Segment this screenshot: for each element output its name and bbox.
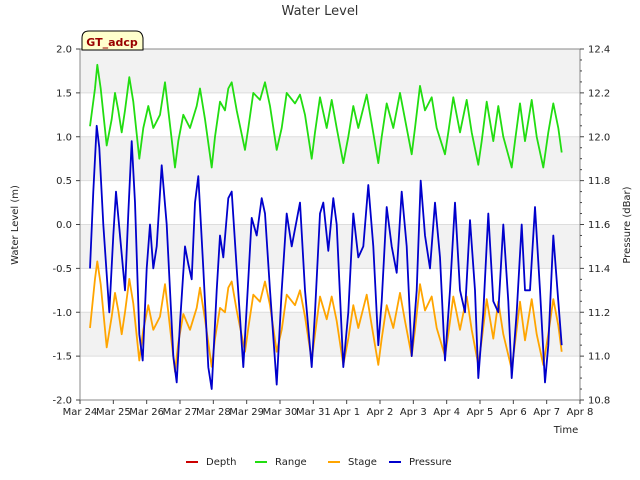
site-badge-label: GT_adcp xyxy=(86,36,138,49)
plot-band xyxy=(80,312,580,357)
plot-band xyxy=(80,136,580,181)
x-tick-label: Mar 29 xyxy=(229,407,264,418)
x-tick-label: Mar 26 xyxy=(129,407,164,418)
x-tick-label: Mar 31 xyxy=(296,407,331,418)
left-axis: 2.0 1.5 1.0 0.5 0.0 -0.5 -1.0 -1.5 -2.0 xyxy=(52,45,80,407)
x-tick-label: Mar 24 xyxy=(63,407,98,418)
y-axis-left-label: Water Level (m) xyxy=(10,185,21,265)
plot-band xyxy=(80,180,580,225)
x-tick-label: Apr 5 xyxy=(467,407,494,418)
left-tick-label: 2.0 xyxy=(56,45,72,56)
x-tick-label: Mar 25 xyxy=(96,407,131,418)
x-tick-label: Apr 7 xyxy=(533,407,560,418)
legend-label-depth: Depth xyxy=(206,457,236,468)
left-tick-label: -1.5 xyxy=(52,352,72,363)
left-tick-label: -0.5 xyxy=(52,264,72,275)
left-tick-label: 1.0 xyxy=(56,132,72,143)
left-tick-label: -2.0 xyxy=(52,396,72,407)
plot-band xyxy=(80,92,580,137)
legend-label-stage: Stage xyxy=(348,457,377,468)
legend-label-range: Range xyxy=(275,457,307,468)
right-tick-label: 12.4 xyxy=(588,45,610,56)
x-tick-label: Apr 1 xyxy=(333,407,360,418)
plot-band xyxy=(80,356,580,400)
chart-title: Water Level xyxy=(282,4,359,19)
right-tick-label: 11.4 xyxy=(588,264,610,275)
x-tick-label: Mar 30 xyxy=(263,407,298,418)
x-tick-label: Apr 6 xyxy=(500,407,527,418)
left-tick-label: 1.5 xyxy=(56,88,72,99)
right-tick-label: 12.2 xyxy=(588,88,610,99)
series-line-pressure xyxy=(89,124,563,390)
x-tick-label: Apr 2 xyxy=(367,407,394,418)
plot-band xyxy=(80,49,580,93)
x-tick-label: Apr 8 xyxy=(567,407,594,418)
right-tick-label: 11.8 xyxy=(588,176,610,187)
right-tick-label: 12.0 xyxy=(588,132,610,143)
right-tick-label: 11.6 xyxy=(588,220,610,231)
y-axis-right-label: Pressure (dBar) xyxy=(622,186,633,263)
left-tick-label: 0.0 xyxy=(56,220,72,231)
left-tick-label: 0.5 xyxy=(56,176,72,187)
legend-label-pressure: Pressure xyxy=(409,457,452,468)
plot-bands xyxy=(80,49,580,400)
x-axis-label: Time xyxy=(553,425,578,436)
left-tick-label: -1.0 xyxy=(52,308,72,319)
series-layer xyxy=(89,63,563,390)
right-axis: 12.4 12.2 12.0 11.8 11.6 11.4 11.2 11.0 10.8 xyxy=(580,45,610,407)
legend: Depth Range Stage Pressure xyxy=(186,457,452,468)
site-badge: GT_adcp xyxy=(81,30,144,51)
x-tick-label: Apr 3 xyxy=(400,407,427,418)
x-tick-label: Apr 4 xyxy=(433,407,460,418)
right-tick-label: 11.0 xyxy=(588,352,610,363)
right-tick-label: 10.8 xyxy=(588,396,610,407)
x-tick-label: Mar 28 xyxy=(196,407,231,418)
x-tick-label: Mar 27 xyxy=(163,407,198,418)
series-line-range xyxy=(89,63,563,169)
right-tick-label: 11.2 xyxy=(588,308,610,319)
